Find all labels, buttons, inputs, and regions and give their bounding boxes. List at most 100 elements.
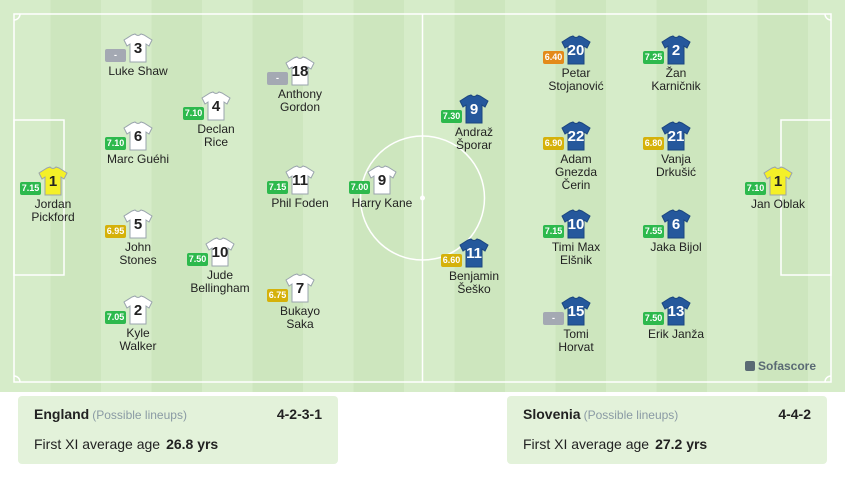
player-slovenia[interactable]: 1 7.10 Jan Oblak: [723, 165, 833, 210]
player-rating-badge: 6.60: [441, 254, 462, 267]
sofascore-icon: [745, 361, 755, 371]
jersey-icon: 21 6.80: [643, 120, 692, 152]
player-slovenia[interactable]: 10 7.15 Timi Max Elšnik: [521, 208, 631, 266]
player-name-line1: Jordan: [34, 197, 72, 211]
jersey-icon: 2 7.25: [643, 34, 692, 66]
player-name-line2: Bellingham: [190, 281, 250, 295]
player-name-line1: Declan: [197, 122, 235, 136]
shirt-number: 20: [567, 42, 585, 59]
shirt-number: 2: [671, 42, 681, 59]
sofascore-logo: Sofascore: [745, 359, 816, 373]
player-slovenia[interactable]: 22 6.90 Adam Gnezda Čerin: [521, 120, 631, 191]
player-rating-badge: 7.05: [105, 311, 126, 324]
player-england[interactable]: 2 7.05 Kyle Walker: [83, 294, 193, 352]
player-name-line1: Jaka Bijol: [650, 240, 702, 254]
player-rating-badge: 7.10: [745, 182, 766, 195]
pitch-lines: [0, 0, 845, 392]
player-name-line1: Marc Guéhi: [106, 152, 170, 166]
player-name-line1: Benjamin: [448, 269, 500, 283]
shirt-number: 11: [466, 245, 482, 262]
player-england[interactable]: 18- Anthony Gordon: [245, 55, 355, 113]
player-name-line2: Šporar: [455, 138, 493, 152]
player-slovenia[interactable]: 9 7.30 Andraž Šporar: [419, 93, 529, 151]
england-summary-card: England (Possible lineups) 4-2-3-1 First …: [18, 396, 338, 464]
shirt-number: 6: [133, 128, 143, 145]
player-name-line2: Elšnik: [559, 253, 592, 267]
player-name-line2: Horvat: [558, 340, 594, 354]
jersey-icon: 1 7.15: [20, 165, 69, 197]
player-england[interactable]: 3- Luke Shaw: [83, 32, 193, 77]
shirt-number: 11: [292, 172, 308, 189]
player-name-line1: Tomi: [563, 327, 589, 341]
player-england[interactable]: 4 7.10 Declan Rice: [161, 90, 271, 148]
player-slovenia[interactable]: 13 7.50 Erik Janža: [621, 295, 731, 340]
player-name-line2: Drkušić: [655, 165, 696, 179]
shirt-number: 1: [773, 173, 783, 190]
player-slovenia[interactable]: 6 7.55 Jaka Bijol: [621, 208, 731, 253]
jersey-icon: 2 7.05: [105, 294, 154, 326]
england-team-name[interactable]: England (Possible lineups): [34, 406, 187, 422]
shirt-number: 7: [295, 280, 305, 297]
player-england[interactable]: 1 7.15 Jordan Pickford: [0, 165, 108, 223]
slovenia-average-age: First XI average age 27.2 yrs: [523, 436, 708, 452]
player-name-line3: Čerin: [561, 178, 591, 192]
player-rating-badge: 7.50: [643, 312, 664, 325]
slovenia-summary-card: Slovenia (Possible lineups) 4-4-2 First X…: [507, 396, 827, 464]
player-name-line1: Petar: [561, 66, 591, 80]
player-slovenia[interactable]: 21 6.80 Vanja Drkušić: [621, 120, 731, 178]
jersey-icon: 4 7.10: [183, 90, 232, 122]
jersey-icon: 1 7.10: [745, 165, 794, 197]
jersey-icon: 10 7.15: [543, 208, 592, 240]
player-name-line2: Walker: [119, 339, 157, 353]
player-slovenia[interactable]: 15- Tomi Horvat: [521, 295, 631, 353]
jersey-icon: 20 6.40: [543, 34, 592, 66]
shirt-number: 1: [48, 173, 58, 190]
player-name-line2: Rice: [203, 135, 228, 149]
player-name-line1: Timi Max: [551, 240, 601, 254]
player-slovenia[interactable]: 11 6.60 Benjamin Šeško: [419, 237, 529, 295]
player-name-line1: Luke Shaw: [108, 64, 168, 78]
player-england[interactable]: 10 7.50 Jude Bellingham: [165, 236, 275, 294]
player-england[interactable]: 7 6.75 Bukayo Saka: [245, 272, 355, 330]
shirt-number: 21: [667, 128, 685, 145]
player-rating-badge: 7.15: [543, 225, 564, 238]
player-rating-badge: 7.25: [643, 51, 664, 64]
player-slovenia[interactable]: 20 6.40 Petar Stojanović: [521, 34, 631, 92]
player-name-line1: Žan: [665, 66, 687, 80]
shirt-number: 13: [667, 303, 685, 320]
jersey-icon: 6 7.55: [643, 208, 692, 240]
player-rating-badge: 7.15: [20, 182, 41, 195]
player-slovenia[interactable]: 2 7.25 Žan Karničnik: [621, 34, 731, 92]
player-england[interactable]: 6 7.10 Marc Guéhi: [83, 120, 193, 165]
jersey-icon: 18-: [267, 55, 316, 87]
player-rating-badge: 7.50: [187, 253, 208, 266]
shirt-number: 2: [133, 302, 143, 319]
player-rating-badge: -: [543, 312, 564, 325]
jersey-icon: 11 6.60: [441, 237, 490, 269]
player-name-line1: Bukayo: [279, 304, 321, 318]
player-name-line1: Vanja: [661, 152, 691, 166]
shirt-number: 9: [377, 172, 387, 189]
player-name-line2: Pickford: [31, 210, 75, 224]
player-rating-badge: 7.10: [183, 107, 204, 120]
player-name-line2: Stojanović: [548, 79, 604, 93]
shirt-number: 3: [133, 40, 143, 57]
player-rating-badge: 7.30: [441, 110, 462, 123]
player-england[interactable]: 9 7.00 Harry Kane: [327, 164, 437, 209]
england-lineup-note: (Possible lineups): [92, 408, 187, 422]
shirt-number: 9: [469, 101, 479, 118]
player-england[interactable]: 5 6.95 John Stones: [83, 208, 193, 266]
player-rating-badge: -: [267, 72, 288, 85]
jersey-icon: 9 7.00: [349, 164, 398, 196]
player-england[interactable]: 11 7.15 Phil Foden: [245, 164, 355, 209]
player-rating-badge: -: [105, 49, 126, 62]
shirt-number: 4: [211, 98, 221, 115]
jersey-icon: 3-: [105, 32, 154, 64]
jersey-icon: 15-: [543, 295, 592, 327]
jersey-icon: 6 7.10: [105, 120, 154, 152]
slovenia-team-name[interactable]: Slovenia (Possible lineups): [523, 406, 679, 422]
jersey-icon: 13 7.50: [643, 295, 692, 327]
player-name-line2: Šeško: [457, 282, 491, 296]
player-name-line1: Adam: [560, 152, 592, 166]
player-rating-badge: 7.00: [349, 181, 370, 194]
